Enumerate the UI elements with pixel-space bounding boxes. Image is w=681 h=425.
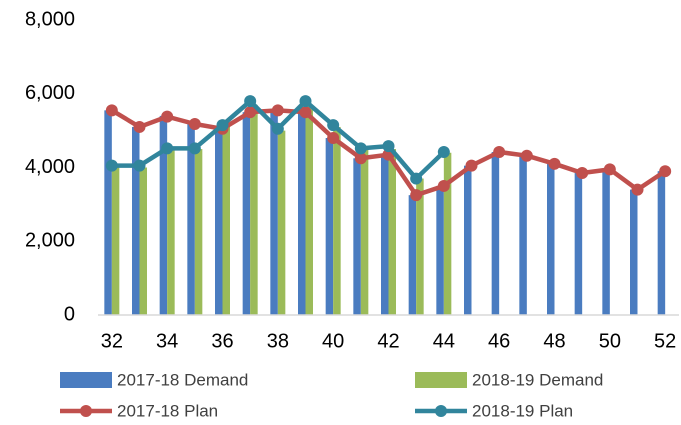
- bar: [187, 123, 195, 315]
- bar: [491, 152, 500, 315]
- legend-marker: [435, 405, 447, 417]
- bar: [132, 126, 140, 315]
- marker: [437, 179, 450, 192]
- marker: [603, 163, 616, 176]
- bar: [242, 112, 251, 315]
- marker: [188, 142, 201, 155]
- bar: [381, 154, 389, 315]
- x-tick-label: 36: [211, 330, 233, 352]
- bar: [159, 115, 168, 315]
- marker: [354, 142, 367, 155]
- bar: [443, 152, 452, 315]
- bar: [298, 112, 306, 315]
- marker: [133, 159, 146, 172]
- x-tick-label: 50: [599, 330, 621, 352]
- marker: [631, 183, 644, 196]
- bar: [194, 149, 203, 315]
- y-tick-label: 0: [64, 303, 75, 325]
- x-tick-label: 34: [156, 330, 178, 352]
- bar: [408, 195, 417, 315]
- marker: [133, 120, 146, 133]
- bar: [333, 126, 341, 315]
- y-tick-label: 8,000: [25, 8, 75, 30]
- bar: [657, 171, 666, 315]
- bar: [416, 178, 424, 315]
- marker: [354, 152, 367, 165]
- y-tick-label: 4,000: [25, 156, 75, 178]
- x-tick-label: 38: [267, 330, 289, 352]
- marker: [493, 146, 506, 159]
- x-tick-label: 42: [377, 330, 399, 352]
- marker: [327, 119, 340, 132]
- legend-label: 2018-19 Demand: [472, 370, 603, 389]
- legend-label: 2018-19 Plan: [472, 401, 573, 420]
- x-tick-label: 44: [433, 330, 455, 352]
- legend-label: 2017-18 Plan: [117, 401, 218, 420]
- marker: [410, 172, 423, 185]
- y-tick-label: 6,000: [25, 82, 75, 104]
- x-tick-label: 46: [488, 330, 510, 352]
- bar: [325, 138, 334, 315]
- legend-swatch: [60, 372, 112, 388]
- y-tick-label: 2,000: [25, 230, 75, 252]
- legend-marker: [80, 405, 92, 417]
- bar: [436, 185, 444, 315]
- marker: [659, 165, 672, 178]
- bar: [547, 163, 555, 315]
- marker: [105, 104, 118, 117]
- bar: [630, 189, 638, 315]
- marker: [437, 146, 450, 159]
- bar: [602, 169, 610, 315]
- x-tick-label: 48: [543, 330, 565, 352]
- marker: [382, 140, 395, 153]
- bar: [215, 128, 223, 315]
- bar: [305, 104, 313, 315]
- bar: [139, 167, 147, 315]
- legend-swatch: [415, 372, 467, 388]
- marker: [327, 132, 340, 144]
- bar: [464, 165, 472, 315]
- marker: [188, 117, 201, 130]
- legend-label: 2017-18 Demand: [117, 370, 248, 389]
- marker: [161, 110, 174, 123]
- bar: [270, 110, 278, 315]
- marker: [299, 95, 312, 108]
- bar: [360, 149, 369, 315]
- bar: [111, 167, 120, 315]
- marker: [161, 142, 174, 155]
- marker: [576, 167, 589, 180]
- marker: [271, 122, 284, 135]
- bar: [104, 110, 112, 315]
- marker: [520, 149, 533, 162]
- bar: [222, 126, 230, 315]
- bar: [519, 155, 527, 315]
- bar: [167, 149, 175, 315]
- marker: [105, 159, 118, 172]
- marker: [244, 106, 257, 119]
- bar: [388, 149, 396, 315]
- marker: [216, 119, 229, 132]
- marker: [299, 106, 312, 119]
- marker: [244, 95, 257, 108]
- marker: [465, 159, 478, 172]
- bar: [277, 130, 286, 315]
- x-tick-label: 52: [654, 330, 676, 352]
- marker: [410, 189, 423, 202]
- x-tick-label: 32: [101, 330, 123, 352]
- bar: [250, 104, 258, 315]
- bar: [574, 173, 583, 315]
- marker: [548, 157, 561, 170]
- bar: [353, 158, 361, 315]
- marker: [271, 104, 284, 117]
- x-tick-label: 40: [322, 330, 344, 352]
